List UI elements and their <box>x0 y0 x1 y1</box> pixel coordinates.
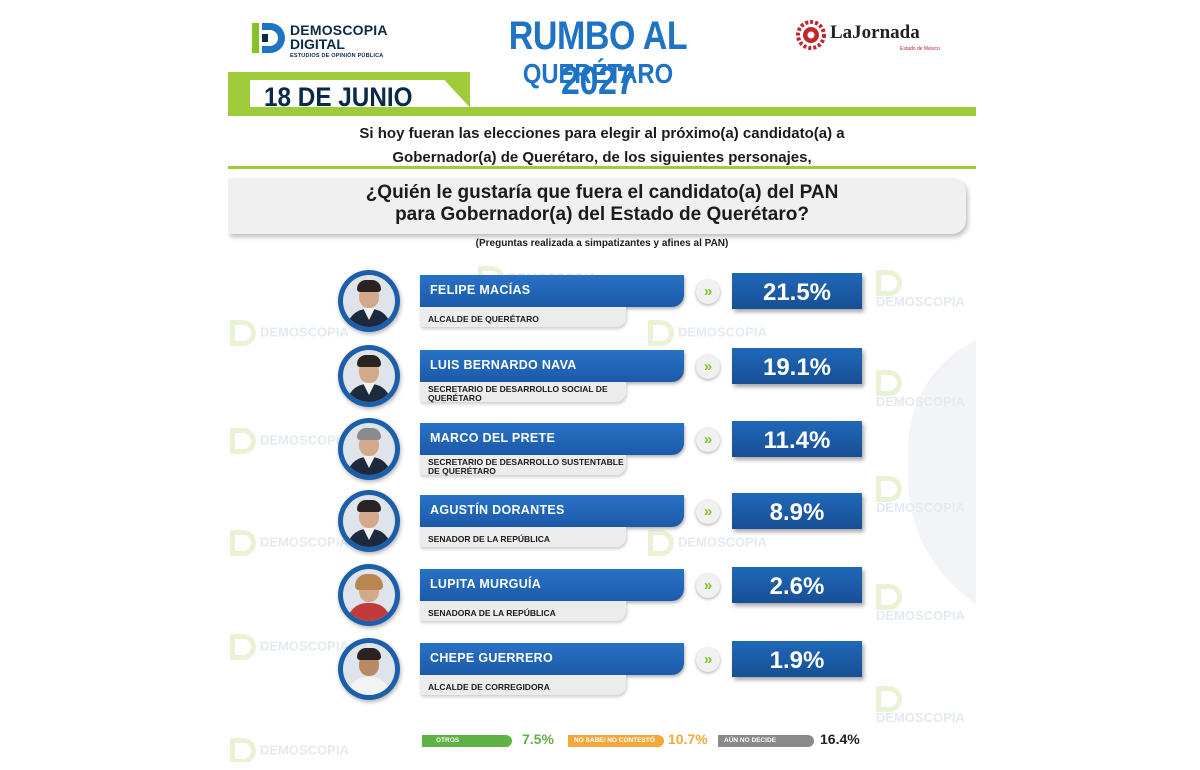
legend-value-undecided: 16.4% <box>820 731 860 747</box>
double-chevron-right-icon: » <box>696 574 720 598</box>
green-rule <box>228 166 976 169</box>
candidate-name: CHEPE GUERRERO <box>430 651 553 665</box>
candidate-percent: 19.1% <box>762 354 832 381</box>
demoscopia-d-logo-icon <box>252 23 285 53</box>
candidate-row: FELIPE MACÍAS ALCALDE DE QUERÉTARO » 21.… <box>338 270 976 334</box>
legend-label-no-answer: NO SABE/ NO CONTESTÓ <box>574 737 655 744</box>
percent-box <box>732 273 862 309</box>
watermark: DEMOSCOPIA <box>876 584 976 622</box>
intro-line-1: Si hoy fueran las elecciones para elegir… <box>359 125 845 142</box>
avatar <box>338 345 400 407</box>
question-line-2: para Gobernador(a) del Estado de Queréta… <box>395 204 809 225</box>
candidate-role: SENADORA DE LA REPÚBLICA <box>428 608 556 618</box>
candidate-role: SENADOR DE LA REPÚBLICA <box>428 534 550 544</box>
watermark: DEMOSCOPIA <box>876 476 976 514</box>
poll-card: DEMOSCOPIA DEMOSCOPIA DEMOSCOPIA DEMOSCO… <box>228 8 976 762</box>
candidate-row: AGUSTÍN DORANTES SENADOR DE LA REPÚBLICA… <box>338 490 976 554</box>
candidate-row: LUIS BERNARDO NAVA SECRETARIO DE DESARRO… <box>338 345 976 409</box>
avatar <box>338 564 400 626</box>
candidate-name: FELIPE MACÍAS <box>430 283 531 297</box>
name-bar <box>420 495 684 527</box>
legend-value-others: 7.5% <box>522 731 554 747</box>
watermark: DEMOSCOPIA <box>648 320 767 346</box>
legend-bar-undecided <box>718 735 814 747</box>
legend-bar-no-answer <box>568 735 664 747</box>
candidate-role: SECRETARIO DE DESARROLLO SOCIAL DE QUERÉ… <box>428 384 608 403</box>
watermark: DEMOSCOPIA <box>230 320 349 346</box>
candidate-row: CHEPE GUERRERO ALCALDE DE CORREGIDORA » … <box>338 638 976 702</box>
legend-value-no-answer: 10.7% <box>668 731 708 747</box>
page-title: RUMBO AL 2027 <box>508 14 688 103</box>
double-chevron-right-icon: » <box>696 648 720 672</box>
date-label: 18 DE JUNIO <box>264 82 413 112</box>
intro-text: Si hoy fueran las elecciones para elegir… <box>228 122 976 170</box>
intro-line-2: Gobernador(a) de Querétaro, de los sigui… <box>392 149 812 166</box>
demoscopia-logo: DEMOSCOPIA DIGITAL ESTUDIOS DE OPINIÓN P… <box>250 20 430 60</box>
gear-icon <box>796 20 826 50</box>
candidate-percent: 1.9% <box>769 647 825 674</box>
watermark: DEMOSCOPIA <box>230 428 349 454</box>
brand-name-line1: DEMOSCOPIA <box>290 22 388 38</box>
brand-tagline: ESTUDIOS DE OPINIÓN PÚBLICA <box>290 53 384 59</box>
avatar <box>338 418 400 480</box>
percent-box <box>732 421 862 457</box>
double-chevron-right-icon: » <box>696 428 720 452</box>
avatar <box>338 270 400 332</box>
role-bar <box>420 455 626 475</box>
watermark: DEMOSCOPIA <box>648 530 767 556</box>
name-bar <box>420 350 684 382</box>
candidate-role: ALCALDE DE CORREGIDORA <box>428 682 550 692</box>
candidate-percent: 8.9% <box>769 499 825 526</box>
question-box <box>228 178 966 234</box>
percent-box <box>732 567 862 603</box>
watermark: DEMOSCOPIA <box>230 634 349 660</box>
double-chevron-right-icon: » <box>696 500 720 524</box>
candidate-role: SECRETARIO DE DESARROLLO SUSTENTABLE DE … <box>428 457 624 476</box>
percent-box <box>732 348 862 384</box>
percent-box <box>732 493 862 529</box>
role-bar <box>420 382 626 402</box>
name-bar <box>420 643 684 675</box>
candidate-percent: 11.4% <box>763 427 831 454</box>
double-chevron-right-icon: » <box>696 355 720 379</box>
role-bar <box>420 307 626 327</box>
candidate-row: MARCO DEL PRETE SECRETARIO DE DESARROLLO… <box>338 418 976 482</box>
candidate-name: LUPITA MURGUÍA <box>430 577 542 591</box>
question-line-1: ¿Quién le gustaría que fuera el candidat… <box>365 182 839 203</box>
percent-box <box>732 641 862 677</box>
watermark: DEMOSCOPIA <box>876 270 976 308</box>
partner-tagline: Estado de México <box>900 46 940 52</box>
candidate-percent: 21.5% <box>762 279 832 306</box>
candidate-name: LUIS BERNARDO NAVA <box>430 358 577 372</box>
role-bar <box>420 675 626 695</box>
legend-label-others: OTROS <box>436 737 460 744</box>
question-text: ¿Quién le gustaría que fuera el candidat… <box>228 182 976 226</box>
legend-bar-others <box>422 735 512 747</box>
candidate-percent: 2.6% <box>769 573 825 600</box>
candidate-name: MARCO DEL PRETE <box>430 431 556 445</box>
avatar <box>338 490 400 552</box>
candidate-row: LUPITA MURGUÍA SENADORA DE LA REPÚBLICA … <box>338 564 976 628</box>
avatar <box>338 638 400 700</box>
name-bar <box>420 569 684 601</box>
name-bar <box>420 423 684 455</box>
candidate-role: ALCALDE DE QUERÉTARO <box>428 314 539 324</box>
partner-name: LaJornada <box>830 22 920 43</box>
role-bar <box>420 601 626 621</box>
green-divider <box>228 107 976 116</box>
legend-label-undecided: AÚN NO DECIDE <box>724 737 777 744</box>
watermark: DEMOSCOPIA <box>230 530 349 556</box>
name-bar <box>420 275 684 307</box>
candidate-name: AGUSTÍN DORANTES <box>430 503 565 517</box>
watermark: DEMOSCOPIA <box>230 738 349 762</box>
survey-note: (Preguntas realizada a simpatizantes y a… <box>475 238 729 249</box>
page-subtitle: QUERÉTARO <box>522 58 674 89</box>
watermark: DEMOSCOPIA <box>876 370 976 408</box>
brand-name-line2: DIGITAL <box>290 36 345 52</box>
la-jornada-logo: LaJornada Estado de México <box>796 20 946 56</box>
watermark: DEMOSCOPIA <box>876 686 976 724</box>
double-chevron-right-icon: » <box>696 280 720 304</box>
role-bar <box>420 527 626 547</box>
